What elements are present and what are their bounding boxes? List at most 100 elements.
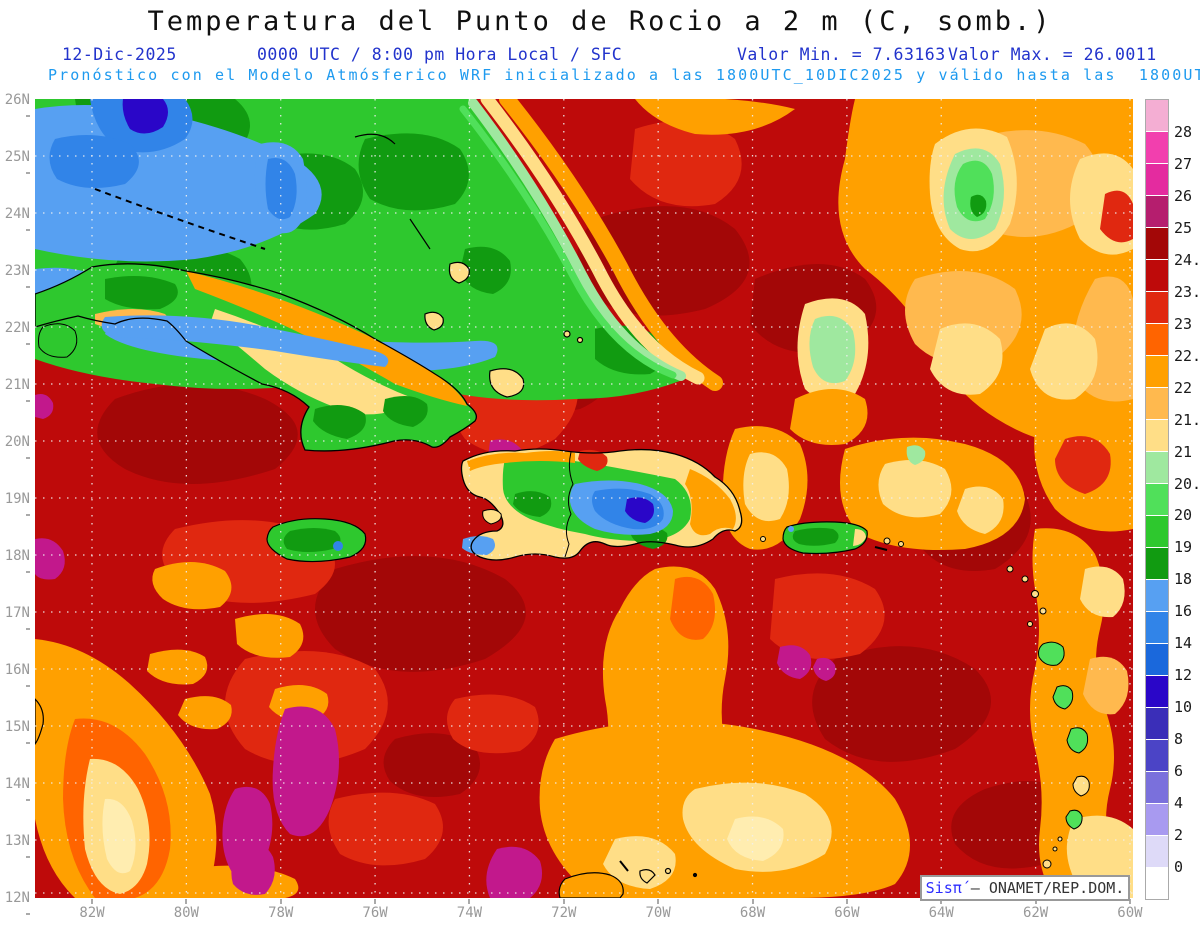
gonave-island [482,509,502,525]
lat-label-18N: 18N [0,548,30,573]
lat-label-23N: 23N [0,263,30,288]
watermark-org: ONAMET/REP.DOM. [988,879,1125,897]
haiti-dr-border [564,451,574,558]
lon-label-76W: 76W [353,899,397,921]
colorbar-swatch-0 [1146,836,1168,868]
colorbar-label-21: 21 [1174,442,1193,461]
watermark-separator: – [961,879,989,897]
colorbar-label-6: 6 [1174,762,1184,781]
lat-label-21N: 21N [0,377,30,402]
watermark-box: Sisπ́ – ONAMET/REP.DOM. [920,875,1130,901]
colorbar-label-20: 20 [1174,506,1193,525]
lon-label-78W: 78W [259,899,303,921]
colorbar-label-16: 16 [1174,602,1193,621]
colorbar-label-28: 28 [1174,122,1193,141]
curacao [639,869,656,884]
lat-label-25N: 25N [0,149,30,174]
colorbar-swatch-12 [1146,644,1168,676]
vieques-island [874,546,888,551]
central-caribbean-orange [539,426,910,898]
cuba-coastline [34,263,478,452]
colorbar-swatch-26 [1146,164,1168,196]
lon-label-62W: 62W [1014,899,1058,921]
colorbar-label-27: 27 [1174,154,1193,173]
page-title: Temperatura del Punto de Rocio a 2 m (C,… [147,6,1053,37]
colorbar-label-21.5: 21.5 [1174,410,1200,429]
colorbar [1145,99,1169,900]
value-max-label: Valor Max. = 26.0011 [948,45,1157,64]
colorbar-label-18: 18 [1174,570,1193,589]
lon-label-68W: 68W [731,899,775,921]
colorbar-labels: 2827262524.523.52322.52221.52120.5201918… [1174,100,1200,899]
colorbar-swatch-25 [1146,196,1168,228]
lon-label-60W: 60W [1108,899,1152,921]
paraguana-peninsula [558,872,624,899]
colorbar-swatch-8 [1146,708,1168,740]
colorbar-label-24.5: 24.5 [1174,250,1200,269]
guadeloupe [1038,641,1065,666]
colorbar-swatch-20 [1146,484,1168,516]
colorbar-swatch-4 [1146,772,1168,804]
florida-cold-core [122,99,168,134]
st-vincent [1065,809,1083,830]
model-info-line: Pronóstico con el Modelo Atmósferico WRF… [48,66,1200,84]
hispaniola-cold-core [625,497,654,523]
colorbar-swatch-16 [1146,580,1168,612]
lat-label-12N: 12N [0,890,30,915]
lat-label-15N: 15N [0,719,30,744]
colorbar-label-19: 19 [1174,538,1193,557]
colorbar-swatch-top [1146,868,1168,899]
watermark-system: Sisπ́ [925,879,962,897]
lon-label-82W: 82W [70,899,114,921]
bahamas-islands [354,133,584,398]
colorbar-label-25: 25 [1174,218,1193,237]
st-lucia [1072,775,1090,797]
colorbar-swatch-22.5 [1146,324,1168,356]
colorbar-swatch-24.5 [1146,228,1168,260]
puerto-rico [760,521,888,555]
lon-label-64W: 64W [919,899,963,921]
lesser-antilles-islands [883,537,1090,869]
lat-label-16N: 16N [0,662,30,687]
colorbar-label-23: 23 [1174,314,1193,333]
colorbar-label-22.5: 22.5 [1174,346,1200,365]
colorbar-swatch-6 [1146,740,1168,772]
central-america-coast [34,697,44,746]
colorbar-label-23.5: 23.5 [1174,282,1200,301]
mona-island [760,536,766,542]
colorbar-swatch-23.5 [1146,260,1168,292]
florida-keys-coastline [94,188,266,250]
colorbar-swatch-20.5 [1146,452,1168,484]
colorbar-swatch-18 [1146,548,1168,580]
northeast-pr-orange [790,389,1025,550]
martinique [1066,727,1089,754]
colorbar-swatch-28 [1146,100,1168,132]
colorbar-label-14: 14 [1174,634,1193,653]
colorbar-label-4: 4 [1174,794,1184,813]
lat-label-17N: 17N [0,605,30,630]
colorbar-swatch-19 [1146,516,1168,548]
bonaire [664,867,672,875]
lon-label-66W: 66W [825,899,869,921]
lat-label-22N: 22N [0,320,30,345]
colorbar-label-2: 2 [1174,826,1184,845]
colorbar-swatch-10 [1146,676,1168,708]
colorbar-label-12: 12 [1174,666,1193,685]
colorbar-swatch-27 [1146,132,1168,164]
lat-label-24N: 24N [0,206,30,231]
cuba [34,263,478,452]
colorbar-swatch-22 [1146,356,1168,388]
colorbar-label-22: 22 [1174,378,1193,397]
lat-label-14N: 14N [0,776,30,801]
lon-label-72W: 72W [542,899,586,921]
colorbar-swatch-21.5 [1146,388,1168,420]
lat-label-26N: 26N [0,92,30,117]
dewpoint-contour-map [34,91,1133,899]
colorbar-swatch-14 [1146,612,1168,644]
lat-label-13N: 13N [0,833,30,858]
lon-label-74W: 74W [447,899,491,921]
forecast-date: 12-Dic-2025 [62,45,177,64]
forecast-time: 0000 UTC / 8:00 pm Hora Local / SFC [257,45,623,64]
value-min-label: Valor Min. = 7.63163 [737,45,946,64]
